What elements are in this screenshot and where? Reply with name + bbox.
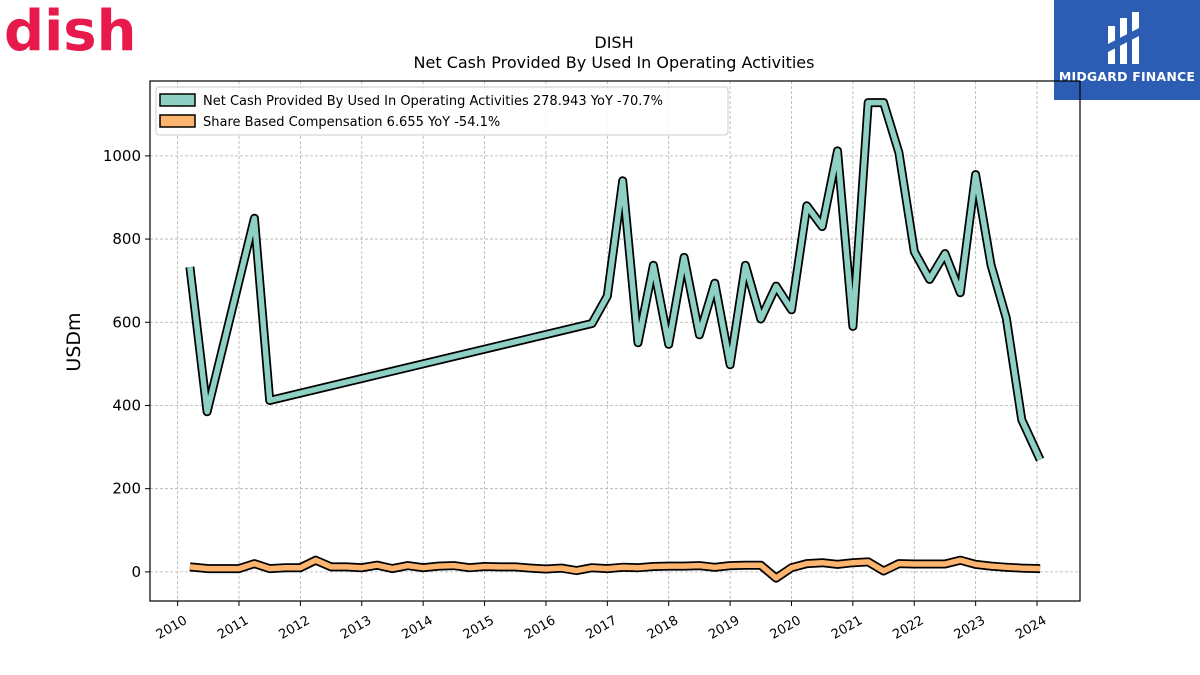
x-tick-label: 2012 bbox=[277, 613, 313, 643]
x-tick-label: 2022 bbox=[890, 613, 926, 643]
x-tick-label: 2021 bbox=[829, 613, 865, 643]
midgard-finance-logo: MIDGARD FINANCE bbox=[1054, 0, 1200, 100]
x-tick-label: 2018 bbox=[645, 613, 681, 643]
x-tick-label: 2010 bbox=[154, 613, 190, 643]
x-tick-label: 2016 bbox=[522, 613, 558, 643]
x-tick-label: 2014 bbox=[399, 613, 435, 643]
x-tick-label: 2011 bbox=[215, 613, 251, 643]
y-tick-label: 1000 bbox=[103, 147, 141, 165]
y-tick-label: 0 bbox=[131, 563, 141, 581]
chart-subtitle: Net Cash Provided By Used In Operating A… bbox=[414, 53, 815, 72]
legend-box bbox=[155, 86, 729, 136]
series-line-net-cash bbox=[187, 99, 1043, 461]
y-tick-label: 800 bbox=[112, 230, 141, 248]
x-tick-label: 2024 bbox=[1013, 613, 1049, 643]
x-tick-label: 2023 bbox=[952, 613, 988, 643]
y-tick-label: 200 bbox=[112, 480, 141, 498]
x-tick-label: 2017 bbox=[583, 613, 619, 643]
series-line-share-comp bbox=[189, 557, 1041, 581]
chart-title: DISH bbox=[594, 33, 633, 52]
x-tick-label: 2015 bbox=[461, 613, 497, 643]
plot-area-frame bbox=[149, 80, 1081, 602]
legend-swatch-share-comp bbox=[159, 114, 196, 128]
dish-logo: dish bbox=[4, 0, 139, 64]
y-axis-label: USDm bbox=[63, 312, 85, 371]
series-layer bbox=[185, 98, 1045, 583]
legend-label-share-comp: Share Based Compensation 6.655 YoY -54.1… bbox=[203, 115, 500, 130]
legend: Net Cash Provided By Used In Operating A… bbox=[155, 86, 729, 136]
grid bbox=[150, 81, 1080, 601]
legend-label-net-cash: Net Cash Provided By Used In Operating A… bbox=[203, 94, 663, 109]
x-tick-label: 2013 bbox=[338, 613, 374, 643]
midgard-emblem-icon bbox=[1108, 12, 1139, 64]
x-tick-label: 2019 bbox=[706, 613, 742, 643]
y-tick-label: 600 bbox=[112, 313, 141, 331]
y-tick-label: 400 bbox=[112, 396, 141, 414]
x-tick-label: 2020 bbox=[768, 613, 804, 643]
midgard-finance-wordmark: MIDGARD FINANCE bbox=[1058, 69, 1196, 84]
legend-swatch-net-cash bbox=[159, 93, 196, 107]
dish-logo-text: dish bbox=[4, 2, 136, 60]
